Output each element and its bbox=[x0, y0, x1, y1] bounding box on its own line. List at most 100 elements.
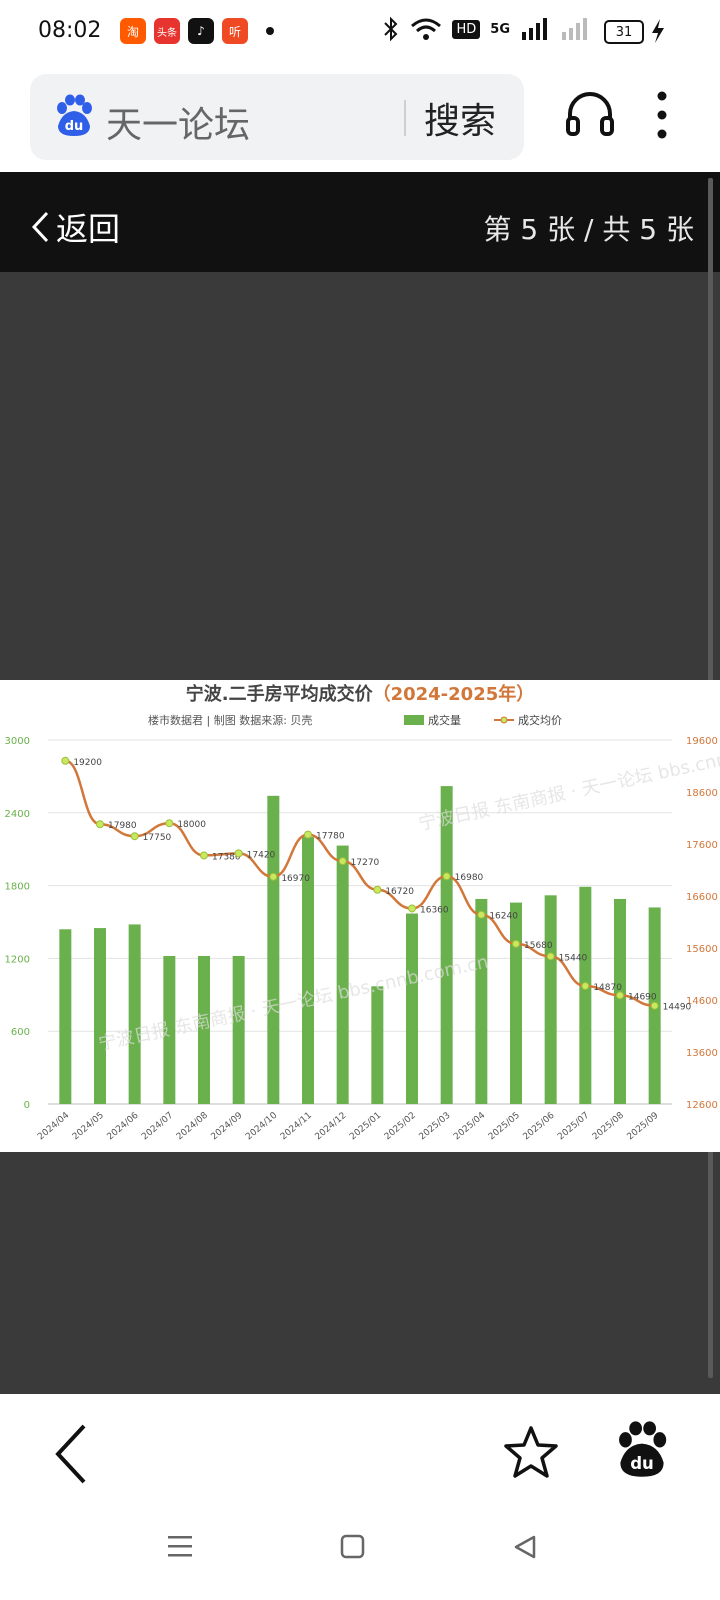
point-price bbox=[650, 1001, 659, 1010]
chevron-left-icon[interactable] bbox=[50, 1422, 90, 1486]
x-axis-tick-label: 2025/04 bbox=[452, 1110, 487, 1142]
chart-title: 宁波.二手房平均成交价（2024-2025年） bbox=[186, 683, 535, 705]
data-label-price: 14870 bbox=[593, 983, 622, 993]
data-label-price: 15680 bbox=[524, 941, 553, 951]
bar-volume bbox=[614, 898, 626, 1104]
point-price bbox=[269, 872, 278, 881]
toutiao-app-icon: 头条 bbox=[154, 18, 180, 44]
data-label-price: 17420 bbox=[247, 850, 276, 860]
home-square-icon[interactable] bbox=[340, 1534, 366, 1560]
x-axis-tick-label: 2024/12 bbox=[314, 1111, 349, 1143]
x-axis-tick-label: 2025/03 bbox=[418, 1111, 453, 1143]
data-label-price: 16970 bbox=[281, 874, 310, 884]
bar-volume bbox=[544, 895, 557, 1104]
x-axis-tick-label: 2025/07 bbox=[556, 1111, 591, 1143]
data-label-price: 16980 bbox=[455, 873, 484, 883]
right-axis-tick-label: 15600 bbox=[686, 944, 718, 955]
x-axis-tick-label: 2024/04 bbox=[36, 1110, 71, 1142]
legend-entry-volume: 成交量 bbox=[428, 713, 461, 727]
chart-title-main: 宁波.二手房平均成交价 bbox=[186, 683, 374, 705]
x-axis-tick-label: 2024/08 bbox=[175, 1110, 210, 1142]
left-axis-tick-label: 3000 bbox=[5, 736, 30, 747]
status-indicators: HD 5G bbox=[382, 16, 590, 42]
left-axis-tick-label: 2400 bbox=[5, 809, 30, 820]
bar-volume bbox=[302, 837, 314, 1104]
bar-volume bbox=[579, 886, 592, 1104]
charging-icon bbox=[652, 19, 664, 43]
point-price bbox=[338, 857, 347, 866]
chart-svg: 宁波.二手房平均成交价（2024-2025年） 楼市数据君 | 制图 数据来源:… bbox=[5, 683, 720, 1143]
data-label-price: 16360 bbox=[420, 905, 449, 915]
data-label-price: 16240 bbox=[489, 912, 518, 922]
status-time: 08:02 bbox=[38, 18, 102, 43]
bar-volume bbox=[59, 929, 72, 1104]
bar-volume bbox=[128, 924, 141, 1104]
left-axis-tick-label: 1200 bbox=[5, 954, 30, 965]
point-price bbox=[373, 885, 382, 894]
back-button[interactable]: 返回 bbox=[30, 204, 120, 250]
point-price bbox=[581, 981, 590, 990]
point-price bbox=[616, 991, 624, 1000]
data-label-price: 17980 bbox=[108, 821, 137, 831]
search-button[interactable]: 搜索 bbox=[424, 92, 496, 144]
point-price bbox=[408, 904, 416, 913]
bottom-navigation: du bbox=[0, 1394, 720, 1600]
point-price bbox=[61, 756, 70, 765]
x-axis-tick-label: 2025/01 bbox=[348, 1111, 383, 1143]
signal-secondary-icon bbox=[562, 18, 587, 40]
left-axis-tick-label: 0 bbox=[24, 1100, 30, 1111]
legend-entry-price: 成交均价 bbox=[518, 713, 562, 727]
right-axis-tick-label: 17600 bbox=[686, 840, 718, 851]
data-label-price: 17380 bbox=[212, 852, 241, 862]
baidu-logo-icon: du bbox=[57, 94, 92, 136]
status-bar: 08:02 淘 头条 ♪ 听 HD 5G 31 bbox=[0, 0, 720, 64]
left-axis-tick-label: 600 bbox=[11, 1027, 30, 1038]
star-outline-icon[interactable] bbox=[502, 1424, 560, 1482]
right-axis-tick-label: 19600 bbox=[686, 736, 718, 747]
point-price bbox=[512, 939, 520, 948]
chevron-left-icon bbox=[31, 211, 49, 243]
right-axis-tick-label: 16600 bbox=[686, 892, 718, 903]
x-axis-tick-label: 2025/06 bbox=[522, 1110, 557, 1142]
data-label-price: 16720 bbox=[385, 887, 414, 897]
point-price bbox=[477, 910, 486, 919]
x-axis-tick-label: 2025/02 bbox=[383, 1111, 418, 1143]
bar-volume bbox=[440, 786, 453, 1104]
headphones-icon[interactable] bbox=[564, 88, 616, 140]
signal-icon bbox=[522, 18, 547, 40]
data-label-price: 15440 bbox=[559, 953, 588, 963]
search-box[interactable]: du 天一论坛 搜索 bbox=[30, 74, 524, 160]
baidu-paw-icon[interactable]: du bbox=[614, 1420, 670, 1480]
back-label: 返回 bbox=[56, 210, 121, 248]
x-axis-tick-label: 2024/06 bbox=[106, 1110, 141, 1142]
bar-volume bbox=[232, 955, 245, 1104]
back-triangle-icon[interactable] bbox=[512, 1534, 538, 1560]
bar-volume bbox=[475, 898, 488, 1104]
chart-image[interactable]: 宁波.二手房平均成交价（2024-2025年） 楼市数据君 | 制图 数据来源:… bbox=[0, 680, 720, 1152]
bar-volume bbox=[371, 986, 384, 1104]
bar-volume bbox=[406, 913, 418, 1104]
ting-app-icon: 听 bbox=[222, 18, 248, 44]
bar-volume bbox=[94, 928, 106, 1104]
search-divider bbox=[404, 100, 406, 136]
data-label-price: 19200 bbox=[73, 758, 102, 768]
more-options-icon[interactable] bbox=[656, 90, 668, 140]
x-axis-tick-label: 2025/09 bbox=[626, 1110, 661, 1142]
x-axis-tick-label: 2024/10 bbox=[244, 1110, 279, 1142]
menu-icon[interactable] bbox=[166, 1534, 196, 1558]
svg-text:du: du bbox=[65, 119, 84, 134]
bar-volume bbox=[336, 845, 349, 1104]
taobao-app-icon: 淘 bbox=[120, 18, 146, 44]
tiktok-app-icon: ♪ bbox=[188, 18, 214, 44]
chart-subtitle: 楼市数据君 | 制图 数据来源: 贝壳 bbox=[148, 713, 312, 727]
data-label-price: 14690 bbox=[628, 992, 657, 1002]
data-label-price: 18000 bbox=[177, 820, 206, 830]
image-viewer-toolbar: 返回 第 5 张 / 共 5 张 bbox=[0, 172, 720, 272]
data-label-price: 17750 bbox=[143, 833, 172, 843]
bar-volume bbox=[198, 955, 210, 1104]
status-app-icons: 淘 头条 ♪ 听 bbox=[120, 18, 274, 44]
search-input[interactable]: 天一论坛 bbox=[106, 105, 251, 146]
x-axis-tick-label: 2024/07 bbox=[140, 1111, 175, 1143]
right-axis-tick-label: 18600 bbox=[686, 788, 718, 799]
bluetooth-icon bbox=[384, 16, 398, 42]
